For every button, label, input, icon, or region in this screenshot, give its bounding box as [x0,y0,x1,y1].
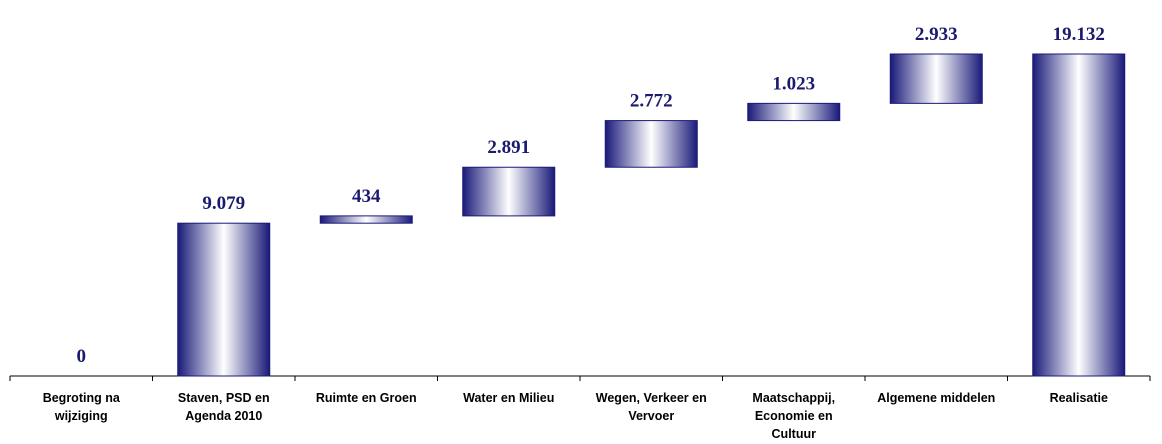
value-label: 9.079 [202,193,245,214]
value-label: 434 [352,186,381,207]
x-tick-label: Algemene middelen [877,391,996,405]
bar [1032,53,1126,377]
value-label: 2.772 [630,91,673,112]
value-label: 0 [77,346,87,367]
bar [177,222,271,377]
x-tick-label: Staven, PSD en Agenda 2010 [177,391,270,423]
x-tick-label: Begroting na wijziging [42,391,120,423]
bar [889,53,983,104]
bar [604,120,698,168]
x-tick-label: Realisatie [1049,391,1108,405]
bar [319,215,413,224]
bar [747,102,841,122]
value-label: 2.933 [915,24,958,45]
bar [462,166,556,217]
value-label: 2.891 [487,137,530,158]
x-tick-label: Maatschappij, Economie en Cultuur [752,391,836,441]
x-tick-label: Ruimte en Groen [315,391,417,405]
x-tick-label: Water en Milieu [463,391,555,405]
value-label: 19.132 [1053,24,1105,45]
x-tick-label: Wegen, Verkeer en Vervoer [595,391,707,423]
value-label: 1.023 [772,73,815,94]
